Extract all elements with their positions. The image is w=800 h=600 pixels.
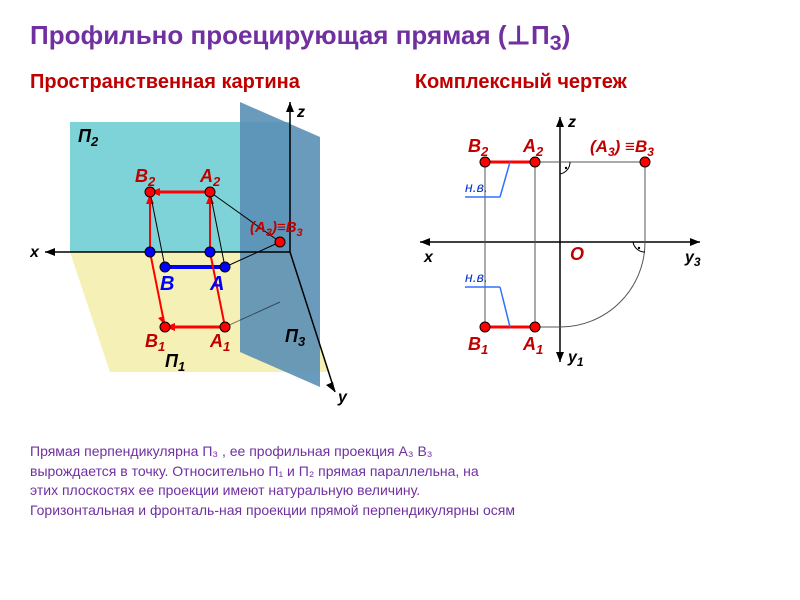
- subtitles-row: Пространственная картина Комплексный чер…: [30, 71, 770, 94]
- c-x-label: x: [423, 249, 434, 266]
- x-label: x: [30, 244, 40, 261]
- c-lbl-a1: A1: [522, 334, 543, 357]
- c-o-label: O: [570, 244, 584, 264]
- pt-a-axis: [205, 247, 215, 257]
- caption-line4: Горизонтальная и фронталь-ная проекции п…: [30, 501, 770, 521]
- c-ang1-dot: [565, 167, 567, 169]
- perp-symbol: ⊥: [507, 21, 531, 50]
- page-title: Профильно проецирующая прямая (⊥П3): [30, 20, 770, 56]
- pt-b-axis: [145, 247, 155, 257]
- c-lbl-b1: B1: [468, 334, 488, 357]
- subtitle-left: Пространственная картина: [30, 71, 300, 94]
- x-arrow: [45, 248, 55, 256]
- title-text: Профильно проецирующая прямая (: [30, 20, 507, 50]
- y-label: y: [337, 389, 348, 406]
- pt-a3b3: [275, 237, 285, 247]
- c-z-arrow: [556, 117, 564, 127]
- c-nv1-d: [500, 162, 510, 197]
- caption-line1: Прямая перпендикулярна П₃ , ее профильна…: [30, 442, 770, 462]
- pt-a: [220, 262, 230, 272]
- c-y1-arrow: [556, 352, 564, 362]
- title-plane-sub: 3: [550, 30, 562, 55]
- c-lbl-b2: B2: [468, 136, 489, 159]
- caption-block: Прямая перпендикулярна П₃ , ее профильна…: [30, 442, 770, 520]
- c-nv1-label: н.в.: [465, 179, 488, 195]
- pt-b1: [160, 322, 170, 332]
- title-plane: П: [531, 20, 550, 50]
- complex-diagram: z x y3 y1 O н.в.: [410, 102, 720, 387]
- lbl-a: A: [209, 273, 224, 295]
- c-nv2-label: н.в.: [465, 269, 488, 285]
- y-arrow: [326, 382, 335, 392]
- complex-svg: z x y3 y1 O н.в.: [410, 102, 720, 382]
- subtitle-right: Комплексный чертеж: [415, 71, 627, 94]
- c-nv2-d: [500, 287, 510, 327]
- caption-line2: вырождается в точку. Относительно П₁ и П…: [30, 462, 770, 482]
- lbl-b: B: [160, 273, 174, 295]
- z-label: z: [296, 104, 305, 121]
- c-pt-b1: [480, 322, 490, 332]
- title-close: ): [562, 20, 571, 50]
- c-x-arrow: [420, 238, 430, 246]
- c-lbl-a3b3: (A3) ≡B3: [590, 137, 654, 159]
- c-ang2-dot: [638, 247, 640, 249]
- pt-b: [160, 262, 170, 272]
- c-y1-label: y1: [567, 349, 584, 369]
- c-lbl-a2: A2: [522, 136, 544, 159]
- c-y3-arrow: [690, 238, 700, 246]
- c-z-label: z: [567, 114, 576, 131]
- c-y3-label: y3: [684, 249, 701, 269]
- z-arrow: [286, 102, 294, 112]
- c-pt-a1: [530, 322, 540, 332]
- caption-line3: этих плоскостях ее проекции имеют натура…: [30, 481, 770, 501]
- spatial-svg: z x y П2 П1 П3: [30, 102, 370, 412]
- spatial-diagram: z x y П2 П1 П3: [30, 102, 370, 417]
- diagrams-row: z x y П2 П1 П3: [30, 102, 770, 417]
